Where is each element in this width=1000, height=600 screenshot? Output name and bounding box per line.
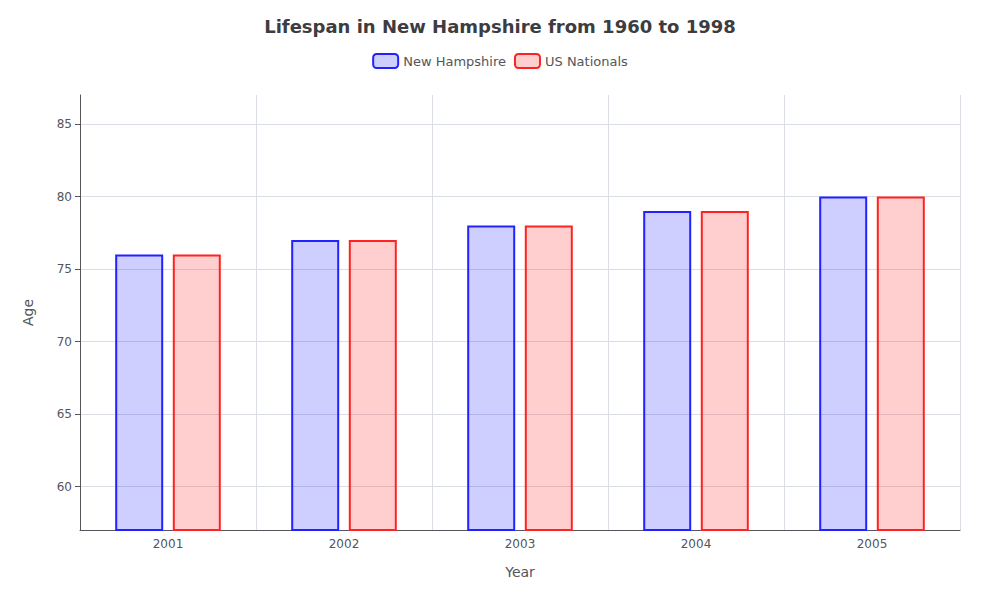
svg-text:80: 80 (57, 190, 72, 204)
svg-text:Year: Year (504, 564, 535, 580)
svg-text:New Hampshire: New Hampshire (403, 54, 506, 69)
svg-text:US Nationals: US Nationals (545, 54, 628, 69)
svg-text:60: 60 (57, 480, 72, 494)
svg-text:2005: 2005 (857, 537, 888, 551)
svg-text:2003: 2003 (505, 537, 536, 551)
svg-text:2001: 2001 (153, 537, 184, 551)
svg-text:Lifespan in New Hampshire from: Lifespan in New Hampshire from 1960 to 1… (264, 16, 736, 37)
svg-text:65: 65 (57, 407, 72, 421)
svg-text:2004: 2004 (681, 537, 712, 551)
svg-text:85: 85 (57, 117, 72, 131)
svg-text:Age: Age (20, 299, 36, 326)
svg-text:75: 75 (57, 262, 72, 276)
svg-text:70: 70 (57, 335, 72, 349)
svg-text:2002: 2002 (329, 537, 360, 551)
